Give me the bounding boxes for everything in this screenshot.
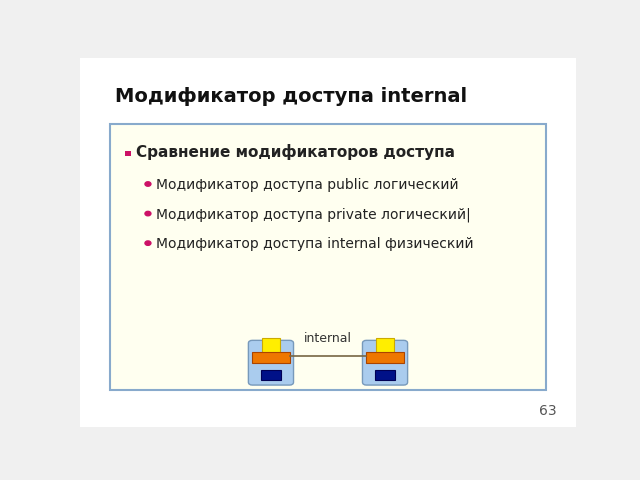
Bar (260, 370, 281, 380)
FancyBboxPatch shape (362, 340, 408, 385)
Circle shape (145, 182, 151, 186)
Text: Модификатор доступа internal: Модификатор доступа internal (115, 87, 467, 106)
Bar (375, 370, 396, 380)
Text: Модификатор доступа public логический: Модификатор доступа public логический (156, 178, 458, 192)
Circle shape (145, 211, 151, 216)
Text: 63: 63 (538, 404, 556, 418)
Text: internal: internal (304, 332, 352, 345)
FancyBboxPatch shape (248, 340, 294, 385)
Circle shape (145, 241, 151, 245)
Text: Модификатор доступа private логический|: Модификатор доступа private логический| (156, 207, 470, 222)
Text: Сравнение модификаторов доступа: Сравнение модификаторов доступа (136, 144, 455, 160)
Bar (262, 338, 280, 353)
Bar (125, 151, 131, 156)
Text: Модификатор доступа internal физический: Модификатор доступа internal физический (156, 237, 474, 251)
FancyBboxPatch shape (110, 124, 547, 390)
Bar (252, 352, 289, 363)
Bar (376, 338, 394, 353)
Bar (367, 352, 404, 363)
